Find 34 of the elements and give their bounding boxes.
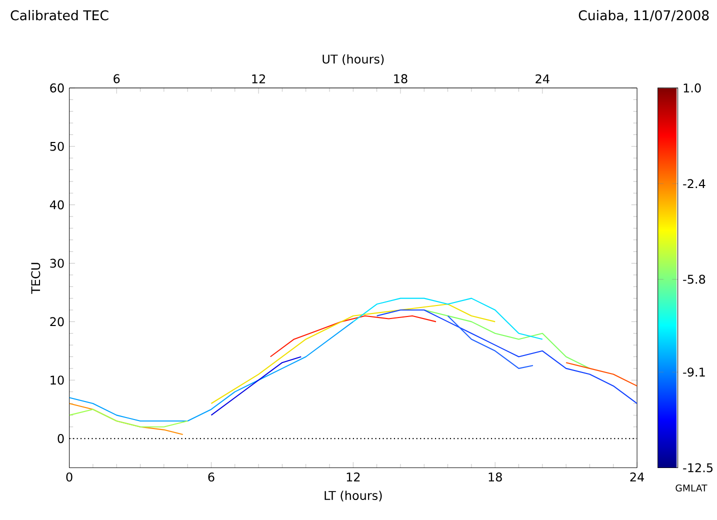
color-bar-title: GMLAT [676,484,708,492]
chart-title: Calibrated TEC [10,10,108,20]
y-axis-title: TECU [31,263,40,294]
y-tick-label: 60 [50,84,64,93]
y-tick-label: 40 [50,200,64,210]
x-axis-title: LT (hours) [324,490,382,502]
line-series [566,362,638,387]
color-bar-label: -5.8 [683,274,706,284]
line-series [69,408,188,428]
color-bar-label: -9.1 [683,368,705,377]
chart-subtitle: Cuiaba, 11/07/2008 [578,10,709,22]
x2-tick-label: 24 [536,74,550,84]
y-tick-label: 20 [50,317,64,326]
y-tick-label: 10 [50,376,64,385]
x-tick-label: 0 [66,472,72,482]
x-tick-label: 6 [208,472,214,482]
line-series [376,310,638,404]
line-series [210,304,496,404]
line-series [447,315,534,370]
x-tick-label: 12 [346,472,360,482]
y-tick-label: 0 [58,434,64,444]
x-tick-label: 24 [630,472,644,482]
x2-axis-title: UT (hours) [322,54,384,66]
x2-tick-label: 6 [114,74,120,84]
line-series [352,298,543,340]
color-bar-label: -2.4 [683,179,706,188]
y-tick-label: 50 [50,142,64,152]
line-series [270,315,437,358]
x2-tick-label: 18 [394,74,408,84]
x-tick-label: 18 [488,472,502,482]
y-tick-label: 30 [50,258,64,268]
color-bar-label: 1.0 [684,84,701,93]
x2-tick-label: 12 [252,74,265,84]
color-bar-label: -12.5 [683,463,713,472]
